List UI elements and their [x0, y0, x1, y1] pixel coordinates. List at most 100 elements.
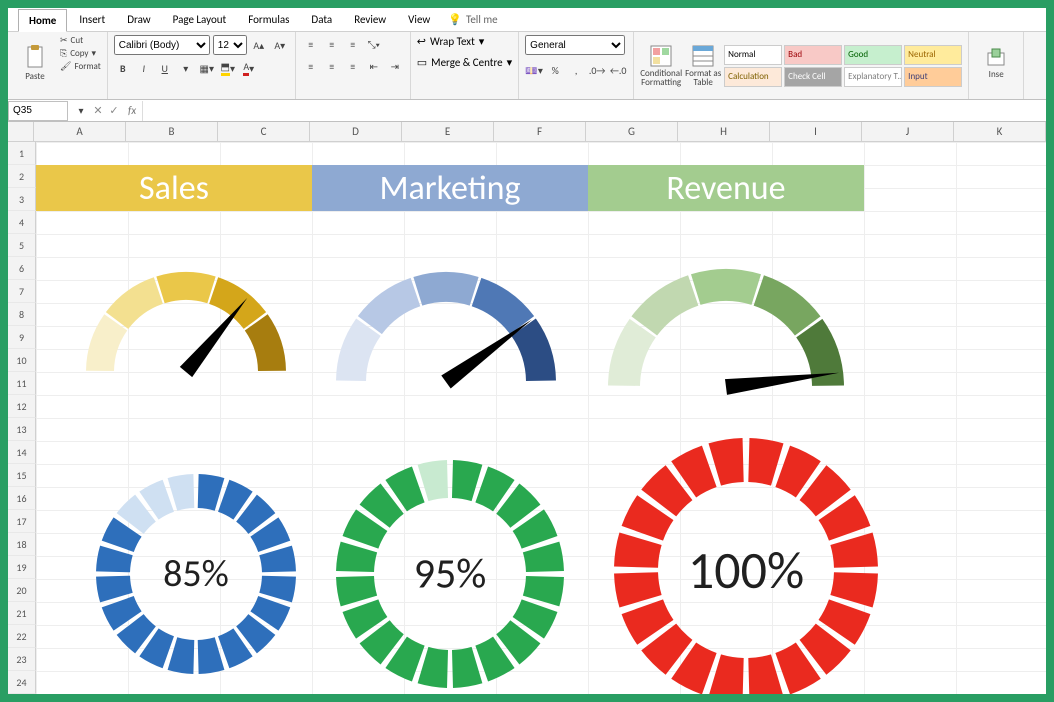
style-neutral[interactable]: Neutral	[904, 45, 962, 65]
align-top-icon[interactable]: ≡	[302, 35, 320, 53]
column-header[interactable]: I	[770, 122, 862, 142]
column-header[interactable]: D	[310, 122, 402, 142]
format-as-table-button[interactable]: Format as Table	[682, 38, 724, 94]
column-header[interactable]: H	[678, 122, 770, 142]
row-header[interactable]: 3	[8, 188, 36, 211]
row-header[interactable]: 6	[8, 257, 36, 280]
column-header[interactable]: A	[34, 122, 126, 142]
row-header[interactable]: 20	[8, 579, 36, 602]
row-header[interactable]: 4	[8, 211, 36, 234]
row-header[interactable]: 15	[8, 464, 36, 487]
name-box[interactable]	[8, 101, 68, 121]
align-bottom-icon[interactable]: ≡	[344, 35, 362, 53]
style-calculation[interactable]: Calculation	[724, 67, 782, 87]
row-header[interactable]: 22	[8, 625, 36, 648]
column-header[interactable]: G	[586, 122, 678, 142]
gauge-chart-1[interactable]	[326, 262, 566, 402]
tab-review[interactable]: Review	[344, 9, 396, 30]
style-normal[interactable]: Normal	[724, 45, 782, 65]
donut-chart-2[interactable]: 100%	[610, 434, 882, 694]
row-header[interactable]: 14	[8, 441, 36, 464]
style-check-cell[interactable]: Check Cell	[784, 67, 842, 87]
row-header[interactable]: 7	[8, 280, 36, 303]
row-header[interactable]: 24	[8, 671, 36, 694]
row-header[interactable]: 9	[8, 326, 36, 349]
row-header[interactable]: 13	[8, 418, 36, 441]
row-header[interactable]: 23	[8, 648, 36, 671]
donut-chart-1[interactable]: 95%	[332, 456, 568, 692]
decrease-font-icon[interactable]: A▾	[271, 36, 289, 54]
tab-draw[interactable]: Draw	[117, 9, 160, 30]
row-header[interactable]: 10	[8, 349, 36, 372]
chevron-down-icon[interactable]: ▾	[177, 59, 195, 77]
cell-styles-gallery[interactable]: NormalBadGoodNeutral CalculationCheck Cel…	[724, 45, 962, 87]
paste-button[interactable]: Paste	[14, 35, 56, 91]
tab-page-layout[interactable]: Page Layout	[163, 9, 237, 30]
cancel-formula-icon[interactable]: ✕	[90, 104, 106, 117]
comma-icon[interactable]: ,	[567, 61, 585, 79]
donut-chart-0[interactable]: 85%	[92, 470, 300, 678]
font-size-select[interactable]: 12	[213, 35, 247, 55]
align-right-icon[interactable]: ≡	[344, 57, 362, 75]
font-color-button[interactable]: A▾	[240, 59, 258, 77]
decrease-decimal-icon[interactable]: ←.0	[609, 61, 627, 79]
gauge-chart-2[interactable]	[598, 259, 854, 407]
increase-font-icon[interactable]: A▴	[250, 36, 268, 54]
format-painter-button[interactable]: 🖌Format	[60, 61, 101, 72]
font-name-select[interactable]: Calibri (Body)	[114, 35, 210, 55]
underline-button[interactable]: U	[156, 59, 174, 77]
style-explanatory-t-[interactable]: Explanatory T…	[844, 67, 902, 87]
row-header[interactable]: 16	[8, 487, 36, 510]
style-good[interactable]: Good	[844, 45, 902, 65]
row-header[interactable]: 11	[8, 372, 36, 395]
column-header[interactable]: J	[862, 122, 954, 142]
increase-decimal-icon[interactable]: .0→	[588, 61, 606, 79]
row-header[interactable]: 5	[8, 234, 36, 257]
select-all-corner[interactable]	[8, 122, 34, 142]
align-center-icon[interactable]: ≡	[323, 57, 341, 75]
cut-button[interactable]: ✂Cut	[60, 35, 101, 46]
enter-formula-icon[interactable]: ✓	[106, 104, 122, 117]
tab-home[interactable]: Home	[18, 9, 67, 32]
align-left-icon[interactable]: ≡	[302, 57, 320, 75]
tab-insert[interactable]: Insert	[69, 9, 115, 30]
row-header[interactable]: 18	[8, 533, 36, 556]
bold-button[interactable]: B	[114, 59, 132, 77]
style-input[interactable]: Input	[904, 67, 962, 87]
row-header[interactable]: 1	[8, 142, 36, 165]
column-header[interactable]: B	[126, 122, 218, 142]
name-box-dropdown-icon[interactable]: ▾	[72, 102, 90, 120]
row-header[interactable]: 8	[8, 303, 36, 326]
row-header[interactable]: 21	[8, 602, 36, 625]
border-button[interactable]: ▦▾	[198, 59, 216, 77]
row-header[interactable]: 17	[8, 510, 36, 533]
currency-icon[interactable]: 💷▾	[525, 61, 543, 79]
tab-view[interactable]: View	[398, 9, 440, 30]
column-header[interactable]: E	[402, 122, 494, 142]
fx-icon[interactable]: fx	[128, 104, 136, 117]
column-header[interactable]: F	[494, 122, 586, 142]
fill-color-button[interactable]: ⬒▾	[219, 59, 237, 77]
copy-button[interactable]: ⎘Copy▾	[60, 48, 101, 59]
orientation-icon[interactable]: ⤡▾	[365, 35, 383, 53]
tab-formulas[interactable]: Formulas	[238, 9, 299, 30]
increase-indent-icon[interactable]: ⇥	[386, 57, 404, 75]
align-middle-icon[interactable]: ≡	[323, 35, 341, 53]
cells-area[interactable]: SalesMarketingRevenue 85%95%100%	[36, 142, 1046, 694]
row-header[interactable]: 12	[8, 395, 36, 418]
column-header[interactable]: C	[218, 122, 310, 142]
merge-button[interactable]: ▭ Merge & Centre ▾	[417, 56, 512, 69]
style-bad[interactable]: Bad	[784, 45, 842, 65]
wrap-text-button[interactable]: ↩ Wrap Text ▾	[417, 35, 512, 48]
italic-button[interactable]: I	[135, 59, 153, 77]
conditional-formatting-button[interactable]: Conditional Formatting	[640, 38, 682, 94]
percent-icon[interactable]: %	[546, 61, 564, 79]
insert-cells-button[interactable]: Inse	[975, 35, 1017, 91]
number-format-select[interactable]: General	[525, 35, 625, 55]
formula-input[interactable]	[142, 101, 1046, 121]
column-header[interactable]: K	[954, 122, 1046, 142]
gauge-chart-0[interactable]	[76, 262, 296, 392]
row-header[interactable]: 2	[8, 165, 36, 188]
row-header[interactable]: 19	[8, 556, 36, 579]
tell-me[interactable]: 💡Tell me	[448, 13, 497, 26]
